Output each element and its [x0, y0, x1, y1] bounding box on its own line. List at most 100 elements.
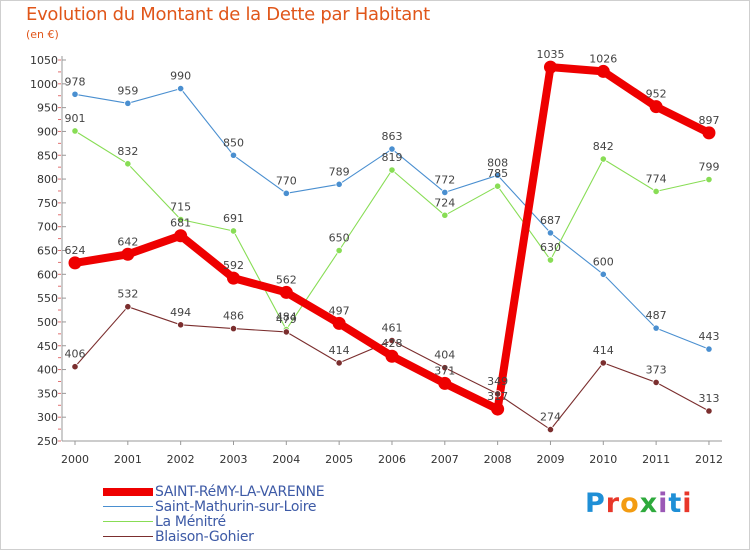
y-tick-label: 800 [37, 173, 58, 186]
data-point [441, 364, 449, 372]
data-label: 789 [329, 165, 350, 178]
data-label: 414 [593, 344, 614, 357]
y-tick-label: 500 [37, 316, 58, 329]
data-point [543, 60, 557, 74]
data-label: 479 [276, 313, 297, 326]
y-tick-label: 650 [37, 245, 58, 258]
data-label: 1035 [536, 48, 564, 61]
y-tick-label: 300 [37, 411, 58, 424]
data-label: 428 [381, 337, 402, 350]
legend-item: La Ménitré [103, 514, 226, 530]
data-label: 373 [646, 363, 667, 376]
data-label: 592 [223, 259, 244, 272]
x-tick-label: 2003 [219, 453, 247, 466]
data-label: 897 [698, 114, 719, 127]
data-point [124, 160, 132, 168]
legend-item: SAINT-RéMY-LA-VARENNE [103, 484, 325, 500]
data-point [494, 390, 502, 398]
x-tick-label: 2011 [642, 453, 670, 466]
data-label: 486 [223, 310, 244, 323]
data-label: 774 [646, 172, 667, 185]
data-label: 562 [276, 273, 297, 286]
data-label: 406 [65, 348, 86, 361]
x-tick-label: 2008 [484, 453, 512, 466]
data-point [174, 229, 188, 243]
data-point [282, 189, 290, 197]
data-label: 650 [329, 232, 350, 245]
data-label: 691 [223, 212, 244, 225]
data-label: 681 [170, 217, 191, 230]
data-point [121, 247, 135, 261]
data-point [599, 155, 607, 163]
data-point [441, 211, 449, 219]
data-point [596, 64, 610, 78]
data-point [385, 349, 399, 363]
y-tick-label: 1000 [30, 78, 58, 91]
data-point [388, 166, 396, 174]
data-label: 715 [170, 201, 191, 214]
data-point [68, 256, 82, 270]
x-tick-label: 2005 [325, 453, 353, 466]
x-tick-label: 2007 [431, 453, 459, 466]
data-point [599, 270, 607, 278]
legend-swatch [103, 535, 153, 538]
y-tick-label: 700 [37, 221, 58, 234]
data-point [705, 175, 713, 184]
y-tick-label: 850 [37, 149, 58, 162]
y-tick-label: 250 [37, 435, 58, 448]
data-label: 1026 [589, 52, 617, 65]
data-label: 624 [65, 244, 86, 257]
data-point [441, 188, 449, 196]
y-tick-label: 600 [37, 268, 58, 281]
legend-swatch [103, 487, 153, 496]
legend-label: Blaison-Gohier [155, 528, 254, 545]
data-label: 497 [329, 304, 350, 317]
data-point [705, 345, 713, 353]
data-point [546, 256, 555, 264]
y-tick-label: 900 [37, 125, 58, 138]
data-point [652, 187, 660, 196]
data-label: 494 [170, 306, 191, 319]
data-point [71, 127, 79, 135]
data-label: 371 [434, 364, 455, 377]
data-label: 317 [487, 390, 508, 403]
data-label: 978 [65, 75, 86, 88]
data-point [332, 316, 346, 330]
chart-lines [71, 63, 713, 431]
chart-points [68, 60, 716, 434]
chart-unit: (en €) [26, 28, 59, 41]
data-point [388, 336, 396, 345]
data-label: 274 [540, 411, 561, 424]
proxiti-logo: Proxiti [585, 488, 693, 519]
data-label: 819 [381, 151, 402, 164]
data-point [229, 227, 238, 235]
data-point [71, 90, 79, 98]
chart-title: Evolution du Montant de la Dette par Hab… [26, 4, 430, 25]
data-point [177, 215, 185, 224]
x-tick-label: 2004 [272, 453, 300, 466]
x-tick-label: 2000 [61, 453, 89, 466]
y-tick-label: 950 [37, 102, 58, 115]
data-label: 630 [540, 241, 561, 254]
data-label: 349 [487, 375, 508, 388]
data-point [491, 402, 505, 416]
legend-label: Saint-Mathurin-sur-Loire [155, 498, 317, 515]
data-label: 461 [381, 322, 402, 335]
data-point [494, 182, 502, 190]
chart-data-labels: 978 959 990 850 770 789 863 772 808 687 600 487 443 9… [65, 48, 720, 423]
x-tick-label: 2001 [114, 453, 142, 466]
data-point [71, 363, 79, 371]
data-point [229, 151, 238, 159]
data-label: 414 [329, 344, 350, 357]
data-label: 959 [117, 84, 138, 97]
data-point [177, 84, 185, 93]
data-point [652, 324, 660, 332]
data-label: 952 [646, 88, 667, 101]
data-label: 724 [434, 196, 455, 209]
data-point [705, 407, 713, 415]
data-point [282, 328, 290, 336]
data-label: 484 [276, 311, 297, 324]
data-label: 990 [170, 70, 191, 83]
